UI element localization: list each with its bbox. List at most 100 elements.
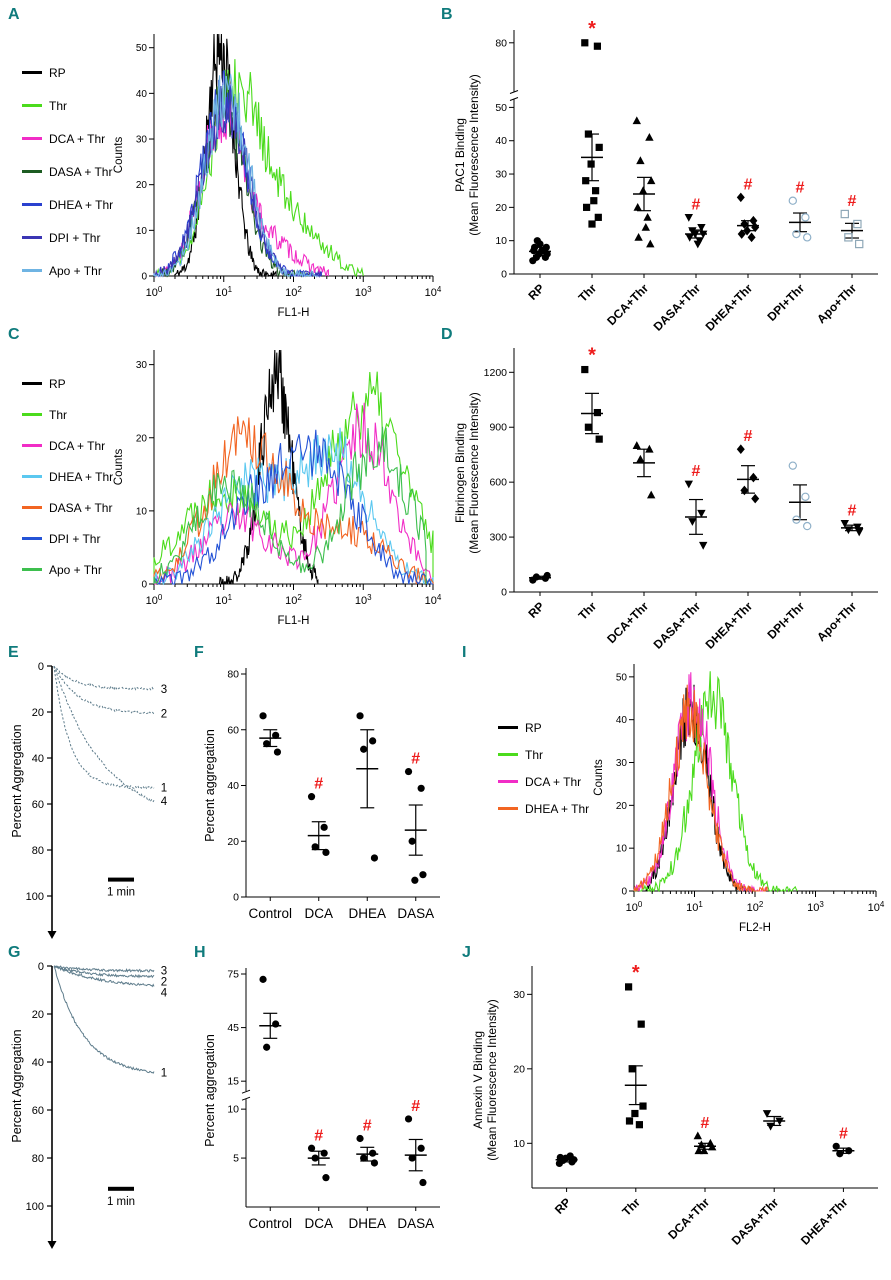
svg-text:100: 100 <box>146 593 163 607</box>
svg-text:2: 2 <box>161 708 167 720</box>
svg-text:Percent aggregation: Percent aggregation <box>203 1034 217 1147</box>
panel-i-legend: RP Thr DCA + Thr DHEA + Thr <box>498 714 589 822</box>
svg-text:*: * <box>588 18 596 40</box>
svg-text:#: # <box>314 1127 323 1144</box>
legend-label: RP <box>49 65 66 80</box>
legend-item: Apo + Thr <box>22 554 113 585</box>
legend-color-swatch <box>498 807 518 810</box>
legend-label: DHEA + Thr <box>49 469 114 484</box>
panel-a-legend: RP Thr DCA + Thr DASA + Thr DHEA + Thr DPI + … <box>22 56 113 287</box>
svg-text:40: 40 <box>227 780 239 792</box>
svg-text:300: 300 <box>489 532 507 544</box>
svg-text:60: 60 <box>32 1105 44 1117</box>
svg-text:RP: RP <box>552 1195 574 1217</box>
svg-text:40: 40 <box>616 715 628 726</box>
legend-label: RP <box>525 720 542 735</box>
svg-text:Percent aggregation: Percent aggregation <box>203 729 217 842</box>
legend-color-swatch <box>22 444 42 447</box>
svg-text:900: 900 <box>489 422 507 434</box>
svg-text:20: 20 <box>495 202 507 214</box>
panel-g-aggregation-trace: 0 20 40 60 80 100 Percent Aggregation 324 1 1 min <box>10 961 168 1249</box>
svg-text:3: 3 <box>161 684 167 696</box>
svg-text:Control: Control <box>248 1216 292 1231</box>
svg-text:DASA+Thr: DASA+Thr <box>651 599 704 652</box>
legend-color-swatch <box>498 780 518 783</box>
svg-text:10: 10 <box>227 1104 239 1116</box>
svg-text:103: 103 <box>355 593 372 607</box>
svg-text:DCA+Thr: DCA+Thr <box>604 599 651 646</box>
svg-text:102: 102 <box>747 900 764 914</box>
svg-text:102: 102 <box>285 593 302 607</box>
panel-d-scatter-plot: 0 300 600 900 1200 Fibrinogen Binding (Mean Fl… <box>453 345 878 652</box>
legend-label: DCA + Thr <box>525 774 582 789</box>
svg-text:(Mean Fluorescence Intensity): (Mean Fluorescence Intensity) <box>467 392 481 553</box>
svg-text:1 min: 1 min <box>107 887 135 899</box>
svg-text:101: 101 <box>215 285 232 299</box>
svg-text:30: 30 <box>513 989 525 1001</box>
svg-text:1: 1 <box>161 1067 167 1079</box>
svg-text:(Mean Fluorescence Intensity): (Mean Fluorescence Intensity) <box>467 74 481 235</box>
svg-text:5: 5 <box>233 1153 239 1165</box>
svg-text:#: # <box>363 1117 372 1134</box>
legend-item: DHEA + Thr <box>22 461 113 492</box>
svg-text:#: # <box>692 463 701 480</box>
svg-text:#: # <box>839 1125 848 1142</box>
svg-text:10: 10 <box>616 844 628 855</box>
legend-label: DASA + Thr <box>49 164 113 179</box>
svg-text:0: 0 <box>38 961 44 973</box>
svg-text:20: 20 <box>616 801 628 812</box>
svg-text:#: # <box>744 176 753 193</box>
svg-text:20: 20 <box>227 836 239 848</box>
svg-text:DASA: DASA <box>397 1216 434 1231</box>
svg-text:600: 600 <box>489 477 507 489</box>
legend-color-swatch <box>22 382 42 385</box>
svg-text:(Mean Fluorescence Intensity): (Mean Fluorescence Intensity) <box>485 999 499 1160</box>
svg-text:FL2-H: FL2-H <box>739 922 771 934</box>
svg-text:40: 40 <box>495 135 507 147</box>
svg-text:0: 0 <box>501 587 507 599</box>
svg-text:1: 1 <box>161 783 167 795</box>
svg-text:1 min: 1 min <box>107 1196 135 1208</box>
svg-text:DASA: DASA <box>397 906 434 921</box>
legend-color-swatch <box>22 71 42 74</box>
panel-label-f: F <box>194 644 204 661</box>
svg-text:10: 10 <box>513 1138 525 1150</box>
legend-item: DHEA + Thr <box>22 188 113 221</box>
svg-text:RP: RP <box>525 281 547 303</box>
svg-text:#: # <box>411 1098 420 1115</box>
svg-text:DASA+Thr: DASA+Thr <box>729 1195 782 1248</box>
svg-text:Thr: Thr <box>619 1195 643 1219</box>
svg-text:103: 103 <box>355 285 372 299</box>
svg-text:40: 40 <box>136 89 148 100</box>
panel-j-scatter-plot: 10 20 30 Annexin V Binding (Mean Fluorescenc… <box>471 962 878 1248</box>
svg-text:Annexin V Binding: Annexin V Binding <box>471 1031 485 1129</box>
svg-text:10: 10 <box>136 506 148 517</box>
legend-item: DHEA + Thr <box>498 795 589 822</box>
svg-text:101: 101 <box>686 900 703 914</box>
legend-item: Thr <box>22 399 113 430</box>
legend-label: Thr <box>525 747 543 762</box>
panel-h-scatter-plot: 5 10 15 45 75 Percent aggregation Control # DCA #… <box>203 968 440 1231</box>
panel-f-scatter-plot: 0 20 40 60 80 Percent aggregation Control # DCA D… <box>203 668 440 921</box>
svg-text:100: 100 <box>26 1201 44 1213</box>
svg-text:40: 40 <box>32 753 44 765</box>
svg-text:Control: Control <box>248 906 292 921</box>
svg-text:0: 0 <box>141 272 147 283</box>
svg-text:#: # <box>314 776 323 793</box>
svg-text:104: 104 <box>425 593 442 607</box>
legend-item: DASA + Thr <box>22 492 113 523</box>
svg-text:Apo+Thr: Apo+Thr <box>814 281 859 326</box>
svg-text:Percent Aggregation: Percent Aggregation <box>10 1029 24 1142</box>
svg-text:45: 45 <box>227 1022 239 1034</box>
legend-label: Thr <box>49 407 67 422</box>
svg-text:1200: 1200 <box>484 367 508 379</box>
legend-item: DCA + Thr <box>22 122 113 155</box>
svg-text:DHEA+Thr: DHEA+Thr <box>798 1195 851 1248</box>
panel-label-d: D <box>441 326 453 343</box>
legend-item: DCA + Thr <box>498 768 589 795</box>
svg-text:Thr: Thr <box>576 281 600 305</box>
panel-label-h: H <box>194 944 206 961</box>
panel-label-c: C <box>8 326 20 343</box>
legend-color-swatch <box>22 537 42 540</box>
